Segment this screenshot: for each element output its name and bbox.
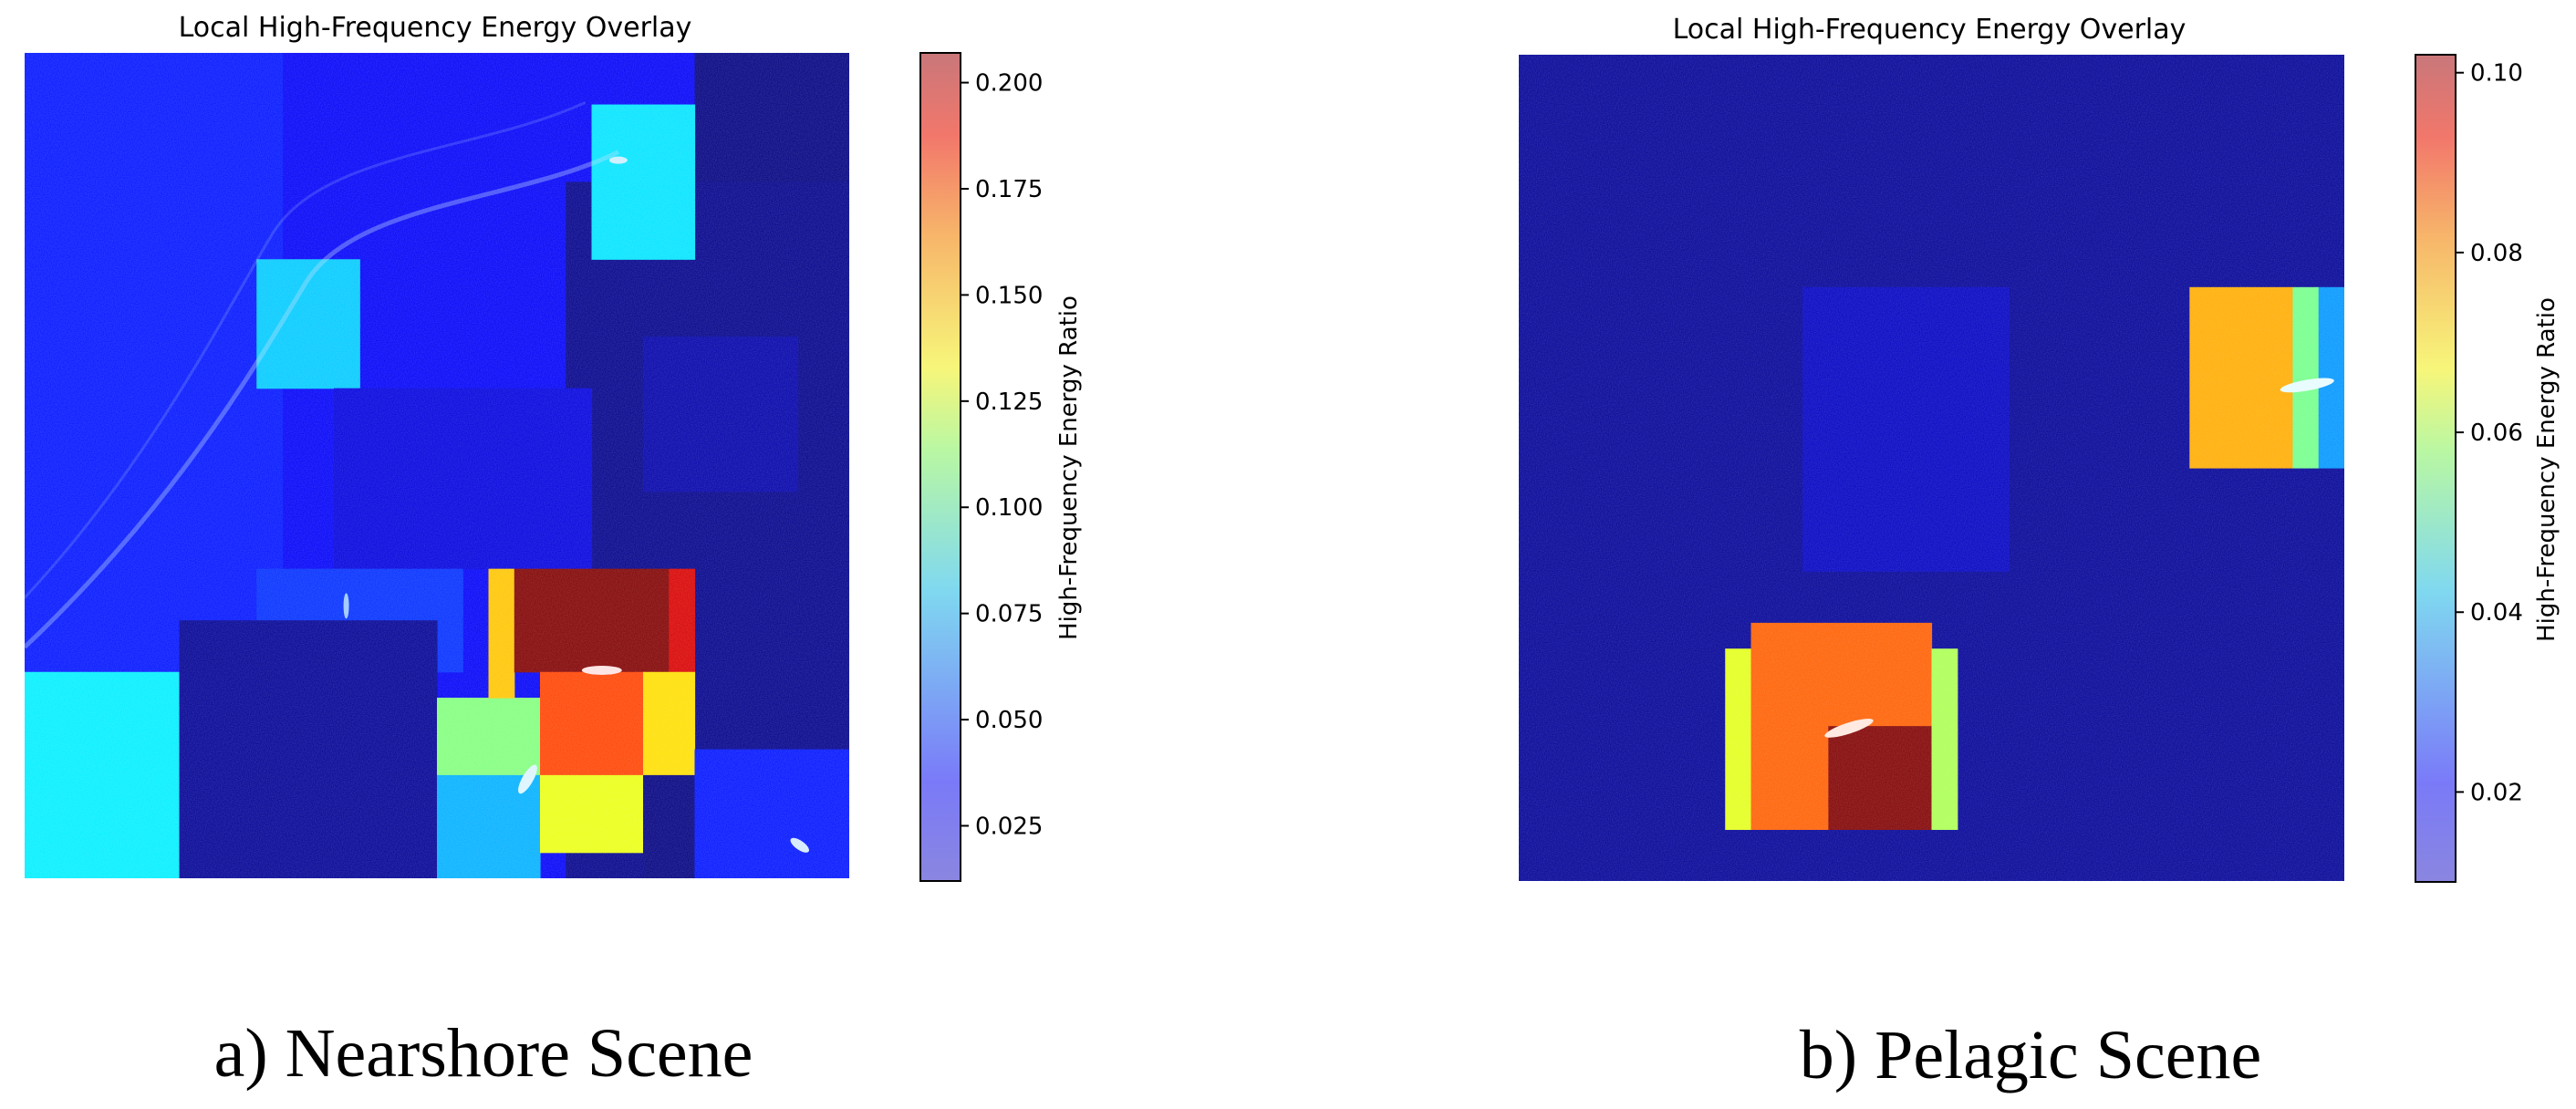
ship-target — [608, 156, 628, 164]
colorbar-tick-label: 0.10 — [2470, 60, 2523, 88]
image-texture — [1519, 55, 2344, 881]
colorbar-tick-label: 0.100 — [975, 494, 1043, 522]
colorbar-tick-label: 0.150 — [975, 282, 1043, 309]
ship-target — [343, 593, 349, 619]
colorbar-tick-label: 0.050 — [975, 707, 1043, 734]
image-texture — [25, 53, 849, 878]
colorbar-tick-label: 0.04 — [2470, 599, 2523, 627]
ship-target — [581, 665, 622, 675]
colorbar-gradient — [2415, 54, 2457, 883]
ship-target — [518, 764, 537, 794]
colorbar-tick-label: 0.200 — [975, 70, 1043, 98]
colorbar-nearshore: 0.025 0.050 0.075 0.100 0.125 0.150 0.175 0.200 — [919, 52, 1043, 882]
colorbar-tick-label: 0.06 — [2470, 420, 2523, 447]
colorbar-b-label: High-Frequency Energy Ratio — [2533, 297, 2560, 642]
colorbar-tick-label: 0.025 — [975, 813, 1043, 840]
ship-target — [2280, 378, 2334, 393]
colorbar-pelagic: 0.02 0.04 0.06 0.08 0.10 — [2415, 54, 2523, 883]
colorbar-tick-label: 0.02 — [2470, 779, 2523, 806]
coastline — [23, 150, 619, 649]
colorbar-tick-label: 0.175 — [975, 176, 1043, 203]
nearshore-image-features — [23, 100, 809, 853]
ship-target — [790, 837, 809, 853]
ship-target — [1824, 719, 1874, 738]
caption-nearshore: a) Nearshore Scene — [214, 1015, 753, 1092]
colorbar-tick-label: 0.125 — [975, 389, 1043, 416]
caption-pelagic: b) Pelagic Scene — [1800, 1017, 2261, 1093]
panel-a-title: Local High-Frequency Energy Overlay — [179, 12, 692, 44]
colorbar-tick-label: 0.08 — [2470, 240, 2523, 267]
coastline-edge — [23, 100, 587, 599]
colorbar-tick-label: 0.075 — [975, 601, 1043, 628]
colorbar-gradient — [919, 52, 961, 882]
panel-pelagic: Local High-Frequency Energy Overlay 0.02… — [1519, 14, 2560, 1093]
panel-b-title: Local High-Frequency Energy Overlay — [1673, 14, 2186, 46]
pelagic-image-features — [1824, 378, 2334, 738]
panel-nearshore: Local High-Frequency Energy Overlay 0.02… — [23, 12, 1083, 1092]
heatmap-pelagic — [1519, 55, 2344, 881]
colorbar-a-label: High-Frequency Energy Ratio — [1055, 295, 1083, 640]
heatmap-nearshore — [25, 53, 849, 878]
